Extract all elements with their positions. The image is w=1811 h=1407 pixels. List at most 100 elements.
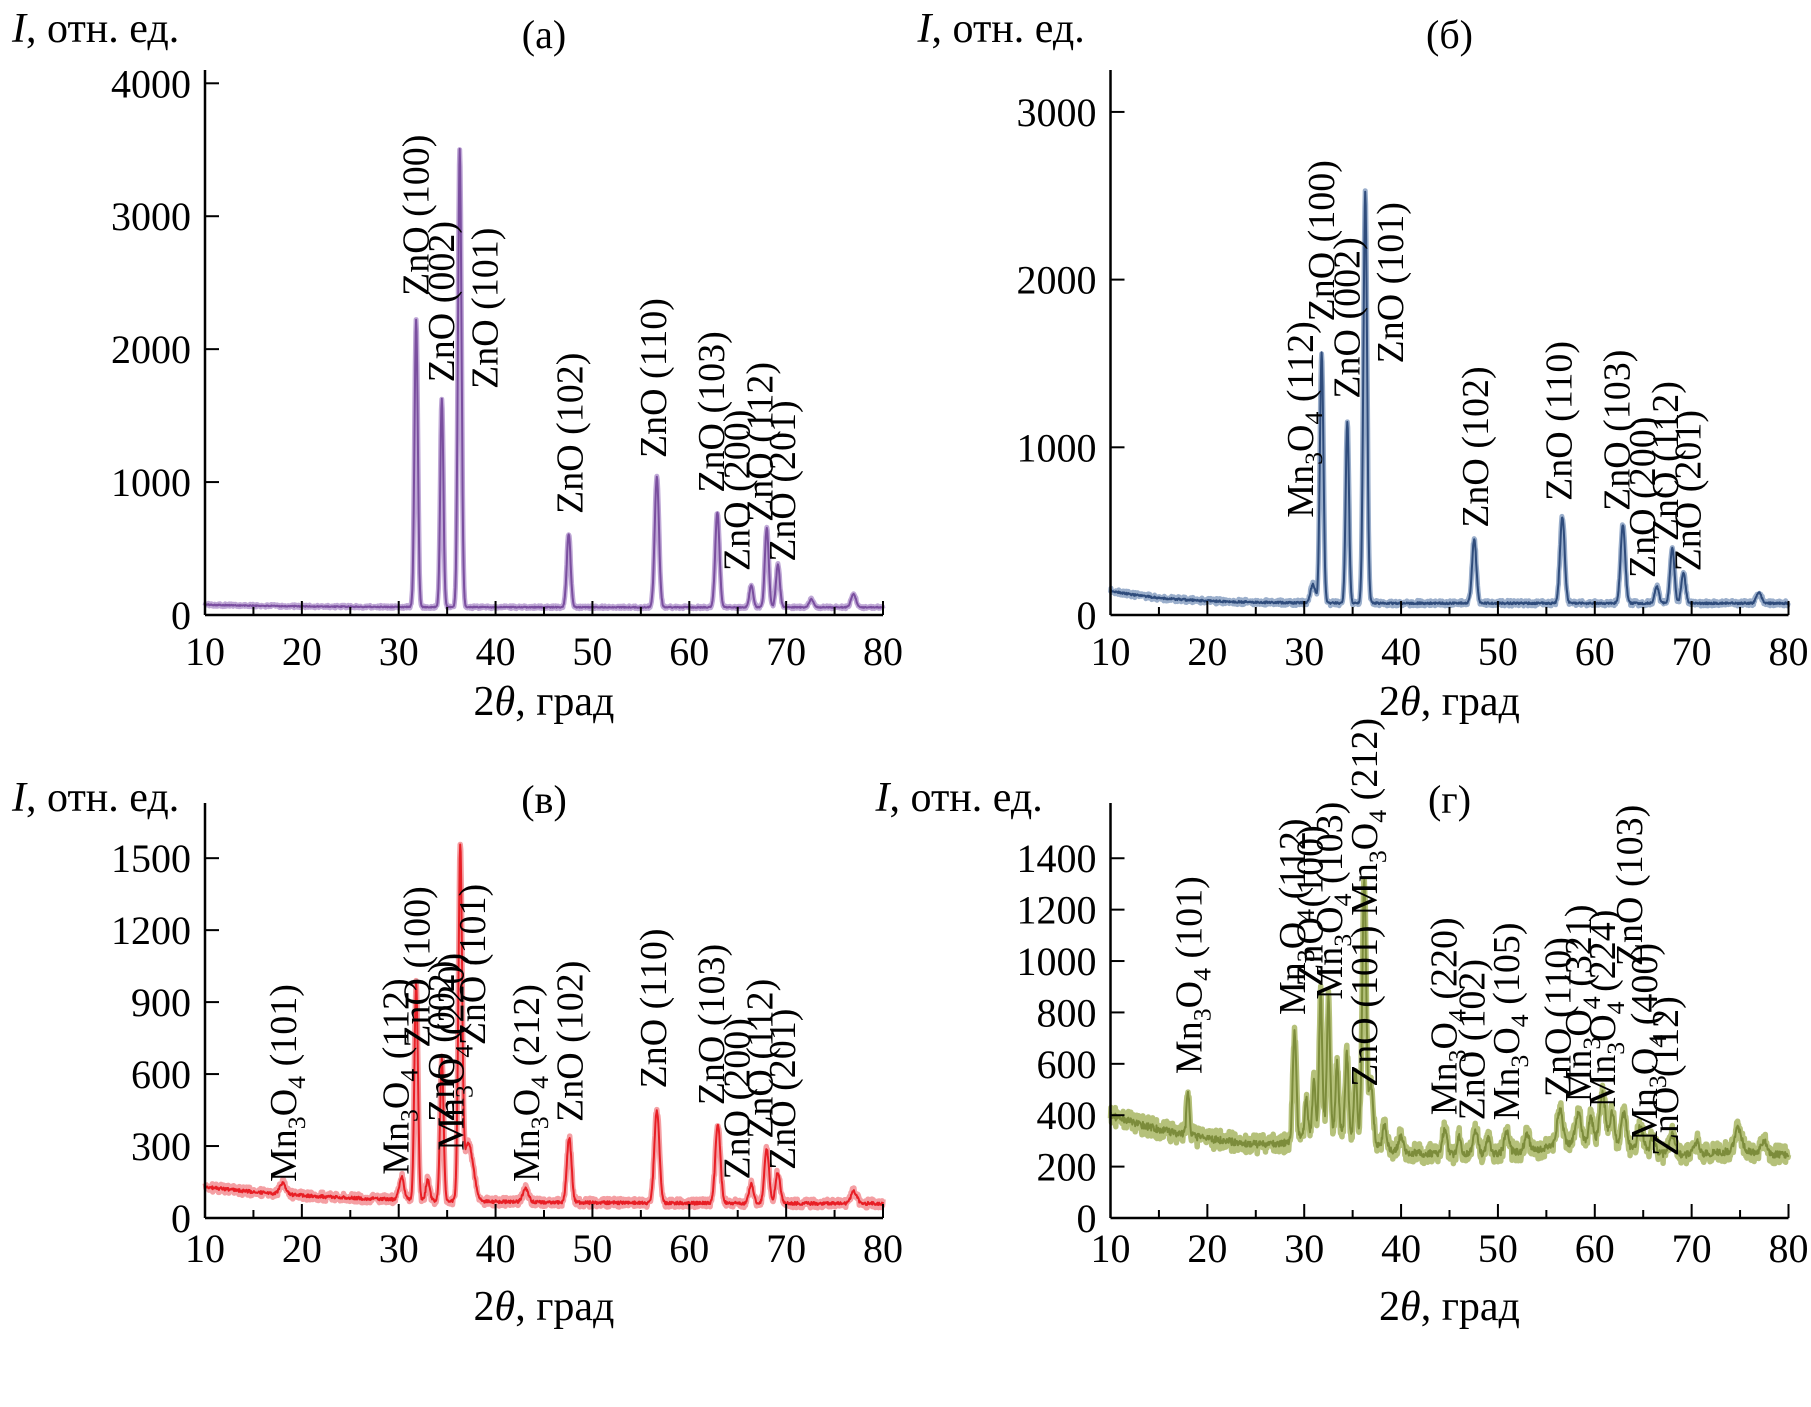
- x-tick-label: 10: [1091, 1226, 1131, 1271]
- y-tick-label: 1000: [1017, 939, 1097, 984]
- xrd-plot-svg: 0 1000 2000 3000 4000 10 20 30 40 50 60 70 80 I, отн.…: [11, 6, 903, 725]
- peak-annotation: ZnO (100): [1290, 825, 1332, 986]
- y-tick-label: 0: [171, 593, 191, 638]
- x-tick-label: 50: [572, 629, 612, 674]
- y-tick-label: 900: [131, 980, 191, 1025]
- x-axis-label: 2θ, град: [474, 1284, 615, 1330]
- x-tick-label: 40: [476, 1226, 516, 1271]
- xrd-plot-svg: 0 1000 2000 3000 10 20 30 40 50 60 70 80 I, отн. ед.…: [917, 6, 1809, 725]
- x-tick-label: 80: [1769, 1226, 1809, 1271]
- peak-annotation: Mn3O4 (224): [1582, 910, 1630, 1108]
- y-tick-label: 1500: [111, 836, 191, 881]
- peak-annotation: Mn3O4 (105): [1486, 922, 1534, 1120]
- x-tick-label: 50: [1478, 629, 1518, 674]
- panel-title: (в): [521, 777, 567, 822]
- peak-annotation: ZnO (102): [550, 961, 592, 1122]
- panel-title: (б): [1426, 12, 1473, 57]
- peak-annotation: ZnO (201): [1667, 410, 1709, 571]
- peak-annotation: ZnO (101) Mn3O4 (212): [1344, 718, 1392, 1087]
- peak-annotation: ZnO (201): [762, 400, 804, 561]
- xrd-panel-g: 0 200 400 600 800 1000 1200 1400 10 20 30 40 50 60 70 8…: [875, 718, 1811, 1407]
- diffraction-curve: [1109, 190, 1790, 606]
- x-tick-label: 40: [1381, 1226, 1421, 1271]
- y-axis-label: I, отн. ед.: [11, 775, 179, 821]
- peak-annotation: ZnO (102): [1455, 366, 1497, 527]
- peak-annotation: ZnO (102): [1451, 959, 1493, 1120]
- x-tick-label: 60: [1575, 1226, 1615, 1271]
- y-tick-label: 0: [171, 1196, 191, 1241]
- diffraction-curve: [1109, 878, 1790, 1159]
- x-tick-label: 50: [572, 1226, 612, 1271]
- peak-annotation: ZnO (100): [1301, 160, 1343, 321]
- xrd-panel-a: 0 1000 2000 3000 4000 10 20 30 40 50 60 70 80 I, отн.…: [0, 0, 905, 745]
- peak-annotation: Mn3O4 (220): [431, 953, 479, 1151]
- y-tick-label: 200: [1037, 1145, 1097, 1190]
- peak-annotation: ZnO (002): [421, 961, 463, 1122]
- peak-annotation: Mn3O4 (212): [506, 984, 554, 1182]
- peak-annotation: ZnO (102): [550, 353, 592, 514]
- peak-annotation: ZnO (112): [1645, 996, 1687, 1156]
- peak-annotation: ZnO (100): [397, 886, 439, 1047]
- peak-annotation: ZnO (110): [1538, 937, 1580, 1097]
- xrd-panel-v: 0 300 600 900 1200 1500 10 20 30 40 50 60 70 80 I, отн…: [0, 745, 905, 1407]
- peak-annotation: ZnO (200): [716, 1018, 758, 1179]
- peak-annotation: ZnO (110): [633, 298, 675, 458]
- peak-annotation: ZnO (112): [740, 979, 782, 1139]
- y-tick-label: 600: [1037, 1042, 1097, 1087]
- y-axis-label: I, отн. ед.: [875, 775, 1043, 821]
- x-tick-label: 80: [863, 629, 903, 674]
- peak-annotation: ZnO (112): [740, 362, 782, 522]
- y-tick-label: 0: [1077, 593, 1097, 638]
- panel-title: (г): [1428, 777, 1471, 822]
- peak-annotation: Mn3O4 (220): [1423, 917, 1471, 1115]
- y-tick-label: 2000: [111, 327, 191, 372]
- x-tick-label: 20: [1187, 629, 1227, 674]
- panel-title: (а): [522, 12, 566, 57]
- x-tick-label: 60: [669, 1226, 709, 1271]
- y-tick-label: 300: [131, 1124, 191, 1169]
- xrd-panel-b: 0 1000 2000 3000 10 20 30 40 50 60 70 80 I, отн. ед.…: [905, 0, 1811, 745]
- x-axis-label: 2θ, град: [474, 679, 615, 725]
- x-tick-label: 80: [1769, 629, 1809, 674]
- x-tick-label: 80: [863, 1226, 903, 1271]
- peak-annotation: ZnO (200): [1622, 417, 1664, 578]
- x-tick-label: 70: [1672, 629, 1712, 674]
- peak-annotation: ZnO (101): [1370, 202, 1412, 363]
- peak-annotation: Mn3O4 (101): [1169, 876, 1217, 1074]
- peak-annotation: ZnO (002): [421, 221, 463, 382]
- x-tick-label: 10: [1091, 629, 1131, 674]
- x-tick-label: 30: [1284, 1226, 1324, 1271]
- peak-annotation: ZnO (101): [452, 884, 494, 1045]
- y-tick-label: 1000: [111, 460, 191, 505]
- x-tick-label: 40: [1381, 629, 1421, 674]
- xrd-plot-svg: 0 200 400 600 800 1000 1200 1400 10 20 30 40 50 60 70 8…: [875, 718, 1809, 1330]
- x-tick-label: 50: [1478, 1226, 1518, 1271]
- peak-annotation: Mn3O4 (101): [263, 984, 311, 1182]
- y-tick-label: 1000: [1017, 425, 1097, 470]
- y-axis-label: I, отн. ед.: [11, 6, 179, 52]
- peak-annotation: ZnO (101): [465, 228, 507, 389]
- x-tick-label: 20: [282, 1226, 322, 1271]
- peak-annotation: ZnO (112): [1645, 381, 1687, 541]
- y-tick-label: 3000: [111, 194, 191, 239]
- peak-annotation: Mn3O4 (112): [1280, 321, 1328, 518]
- y-axis-label: I, отн. ед.: [917, 6, 1085, 52]
- x-tick-label: 30: [1284, 629, 1324, 674]
- x-tick-label: 10: [185, 629, 225, 674]
- y-tick-label: 0: [1077, 1196, 1097, 1241]
- peak-annotation: ZnO (103): [1609, 805, 1651, 966]
- x-tick-label: 60: [1575, 629, 1615, 674]
- y-tick-label: 4000: [111, 61, 191, 106]
- peak-annotation: ZnO (100): [396, 135, 438, 296]
- peak-annotation: ZnO (103): [691, 944, 733, 1105]
- xrd-plot-svg: 0 300 600 900 1200 1500 10 20 30 40 50 60 70 80 I, отн…: [11, 775, 903, 1330]
- y-tick-label: 3000: [1017, 90, 1097, 135]
- diffraction-curve: [204, 843, 884, 1206]
- peak-annotation: ZnO (110): [633, 928, 675, 1088]
- x-tick-label: 40: [476, 629, 516, 674]
- y-tick-label: 400: [1037, 1093, 1097, 1138]
- x-tick-label: 30: [379, 629, 419, 674]
- y-tick-label: 600: [131, 1052, 191, 1097]
- x-tick-label: 20: [1187, 1226, 1227, 1271]
